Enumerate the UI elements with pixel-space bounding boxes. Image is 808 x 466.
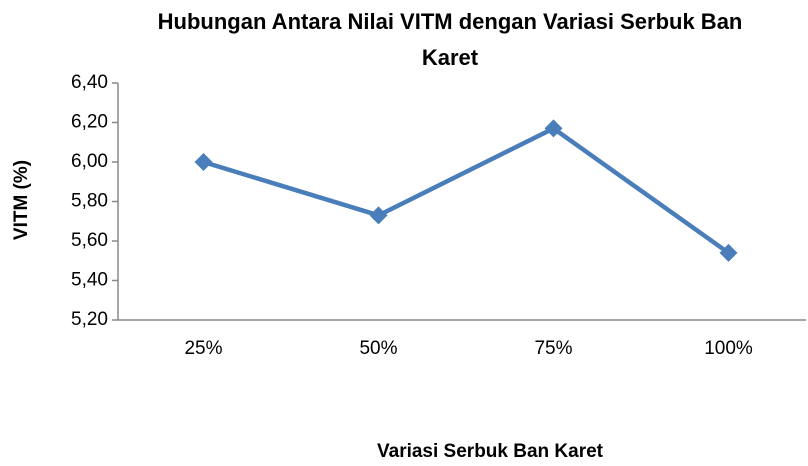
x-axis-label: Variasi Serbuk Ban Karet: [377, 441, 604, 462]
y-tick-label: 5,60: [71, 230, 108, 251]
x-tick-label: 50%: [359, 338, 397, 359]
y-tick-label: 5,20: [71, 309, 108, 330]
data-marker: [544, 119, 563, 138]
data-line: [202, 126, 730, 255]
data-marker: [719, 243, 738, 262]
y-axis-label: VITM (%): [11, 160, 32, 240]
data-marker: [369, 206, 388, 225]
x-tick-label: 100%: [704, 338, 753, 359]
y-tick-label: 6,20: [71, 112, 108, 133]
data-marker: [194, 153, 213, 171]
x-tick-label: 75%: [534, 338, 572, 359]
y-tick-label: 6,00: [71, 151, 108, 172]
chart-title: Hubungan Antara Nilai VITM dengan Varias…: [157, 9, 743, 70]
y-tick-label: 6,40: [71, 72, 108, 93]
y-tick-label: 5,40: [71, 270, 108, 291]
y-tick-label: 5,80: [71, 191, 108, 212]
x-tick-label: 25%: [184, 338, 222, 359]
